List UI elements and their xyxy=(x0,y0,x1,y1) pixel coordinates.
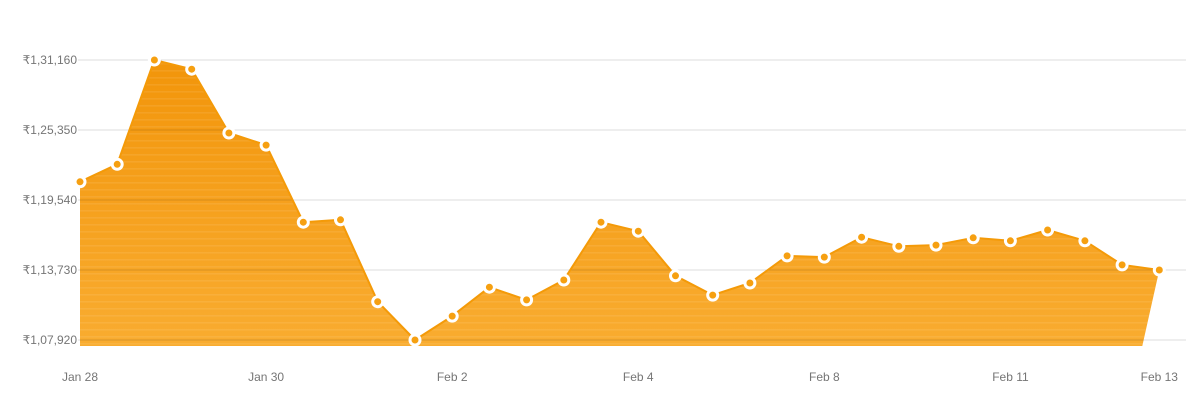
x-axis-label: Feb 11 xyxy=(992,370,1029,384)
data-point-marker[interactable] xyxy=(669,269,682,283)
data-point-marker[interactable] xyxy=(966,231,980,245)
data-point-marker[interactable] xyxy=(706,288,720,302)
data-point-marker[interactable] xyxy=(147,53,161,67)
data-point-marker[interactable] xyxy=(185,62,199,76)
data-point-marker[interactable] xyxy=(1152,263,1166,277)
data-point-marker[interactable] xyxy=(520,293,534,307)
y-axis-label: ₹1,13,730 xyxy=(22,263,77,277)
y-axis-label: ₹1,25,350 xyxy=(22,123,77,137)
y-axis-label: ₹1,19,540 xyxy=(22,193,77,207)
area-fill-stripes xyxy=(80,60,1160,346)
data-point-marker[interactable] xyxy=(1041,223,1055,237)
data-point-marker[interactable] xyxy=(73,175,87,189)
x-axis-label: Feb 2 xyxy=(436,370,468,384)
x-axis-label: Jan 30 xyxy=(248,370,285,384)
data-point-marker[interactable] xyxy=(222,126,236,140)
x-axis-label: Feb 4 xyxy=(622,370,654,384)
data-point-marker[interactable] xyxy=(594,215,608,229)
x-axis-label: Jan 28 xyxy=(61,370,99,384)
data-point-marker[interactable] xyxy=(557,273,571,287)
data-point-marker[interactable] xyxy=(780,249,794,263)
data-point-marker[interactable] xyxy=(1003,234,1017,248)
data-point-marker[interactable] xyxy=(892,239,906,253)
data-point-marker[interactable] xyxy=(631,224,645,238)
x-axis-label: Feb 8 xyxy=(809,370,840,384)
y-axis-label: ₹1,07,920 xyxy=(22,333,77,347)
data-point-marker[interactable] xyxy=(334,213,347,227)
data-point-marker[interactable] xyxy=(1078,234,1092,248)
gridlines xyxy=(78,59,1186,341)
data-point-marker[interactable] xyxy=(743,276,757,290)
data-point-marker[interactable] xyxy=(482,280,496,294)
data-point-marker[interactable] xyxy=(929,238,943,252)
data-point-marker[interactable] xyxy=(371,295,385,309)
data-point-marker[interactable] xyxy=(1115,258,1129,272)
y-axis-label: ₹1,31,160 xyxy=(22,53,77,67)
data-point-marker[interactable] xyxy=(855,230,869,244)
data-point-marker[interactable] xyxy=(408,333,422,347)
x-axis-label: Feb 13 xyxy=(1140,370,1178,384)
data-point-marker[interactable] xyxy=(259,138,273,152)
data-point-marker[interactable] xyxy=(817,250,831,264)
data-point-marker[interactable] xyxy=(296,215,310,229)
data-point-markers xyxy=(73,53,1166,347)
data-point-marker[interactable] xyxy=(445,309,459,323)
data-point-marker[interactable] xyxy=(110,157,124,171)
